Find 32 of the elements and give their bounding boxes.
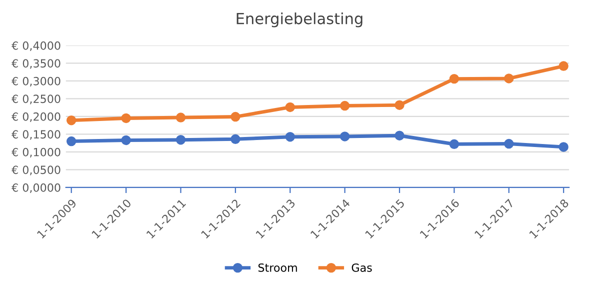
point bbox=[558, 142, 568, 152]
point bbox=[394, 100, 404, 110]
y-tick-label: € 0,0500 bbox=[12, 166, 60, 176]
y-tick-label: € 0,1500 bbox=[12, 130, 60, 140]
y-tick-label: € 0,4000 bbox=[12, 41, 60, 51]
point bbox=[66, 136, 76, 146]
y-tick-label: € 0,3500 bbox=[12, 59, 60, 69]
point bbox=[394, 130, 404, 140]
point bbox=[176, 112, 186, 122]
chart-title: Energiebelasting bbox=[236, 12, 362, 28]
point bbox=[558, 61, 568, 71]
point bbox=[121, 135, 131, 146]
legend-label: Stroom bbox=[258, 263, 297, 272]
y-tick-label: € 0,0000 bbox=[12, 183, 60, 193]
y-tick-label: € 0,2000 bbox=[12, 112, 60, 122]
point bbox=[285, 102, 295, 112]
point bbox=[66, 115, 76, 126]
point bbox=[176, 135, 186, 145]
point bbox=[230, 112, 240, 122]
legend-label: Gas bbox=[352, 263, 372, 272]
point bbox=[504, 74, 514, 84]
point bbox=[340, 132, 350, 142]
point bbox=[121, 113, 131, 124]
y-tick-label: € 0,1000 bbox=[12, 148, 60, 158]
point bbox=[449, 74, 460, 84]
point bbox=[285, 132, 295, 142]
y-tick-label: € 0,3000 bbox=[12, 76, 60, 86]
point bbox=[230, 134, 240, 144]
y-tick-label: € 0,2500 bbox=[12, 94, 60, 104]
point bbox=[504, 138, 514, 149]
point bbox=[449, 139, 460, 149]
point bbox=[340, 100, 350, 111]
